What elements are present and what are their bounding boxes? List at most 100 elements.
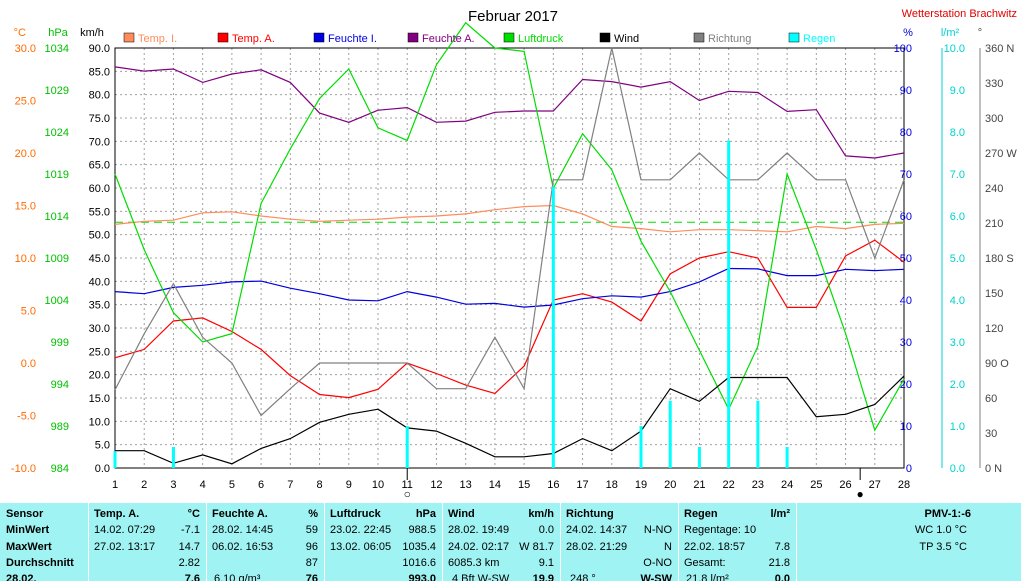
x-tick-label: 18 — [606, 479, 618, 491]
tick-label-wind: 40.0 — [89, 276, 110, 288]
x-tick-label: 11 — [402, 479, 413, 491]
pressure-max-date: 13.02. 06:05 — [330, 541, 392, 553]
tick-label-wind: 15.0 — [89, 393, 110, 405]
axis-unit-dir: ° — [978, 27, 982, 39]
temp-min: -7.1 — [181, 524, 200, 536]
pmv-windchill: WC 1.0 °C — [914, 524, 967, 536]
legend-swatch-feuchte-i — [313, 32, 325, 43]
pressure-unit: hPa — [415, 508, 436, 520]
rain-bar — [113, 451, 117, 468]
tick-label-press: 1029 — [45, 85, 69, 97]
axis-unit-press: hPa — [48, 27, 68, 39]
tick-label-press: 989 — [51, 421, 69, 433]
tick-label-wind: 45.0 — [89, 253, 110, 265]
series-line-richtung — [114, 47, 905, 417]
tick-label-temp: 30.0 — [15, 43, 36, 55]
tick-label-rain: 2.0 — [950, 379, 965, 391]
tick-label-press: 1034 — [45, 43, 69, 55]
x-tick-label: 27 — [869, 479, 881, 491]
tick-label-hum: 30 — [900, 337, 912, 349]
tick-label-wind: 75.0 — [89, 113, 110, 125]
humidity-max-date: 06.02. 16:53 — [212, 541, 274, 553]
wind-max: W 81.7 — [519, 541, 554, 553]
tick-label-wind: 90.0 — [89, 43, 110, 55]
tick-label-hum: 90 — [900, 85, 912, 97]
rain-total: 21.8 — [768, 557, 790, 569]
rain-bar — [551, 186, 555, 468]
rain-max: 7.8 — [774, 541, 790, 553]
direction-max-date: 28.02. 21:29 — [566, 541, 628, 553]
humidity-header: Feuchte A. — [212, 508, 268, 520]
temp-column: Temp. A. °C 14.02. 07:29 -7.1 27.02. 13:… — [88, 503, 207, 581]
legend-label-feuchte-a: Feuchte A. — [422, 33, 475, 45]
tick-label-wind: 85.0 — [89, 66, 110, 78]
tick-label-hum: 10 — [900, 421, 912, 433]
wind-current: 19.9 — [532, 573, 554, 581]
tick-label-temp: -10.0 — [11, 463, 36, 475]
x-marker-symbol: ● — [857, 487, 864, 500]
rain-unit: l/m² — [770, 508, 790, 520]
tick-label-dir: 150 — [985, 288, 1003, 300]
direction-header: Richtung — [566, 508, 614, 520]
wind-column: Wind km/h 28.02. 19:49 0.0 24.02. 02:17 … — [442, 503, 561, 581]
tick-label-hum: 0 — [906, 463, 912, 475]
wind-min: 0.0 — [538, 524, 554, 536]
wind-min-date: 28.02. 19:49 — [448, 524, 510, 536]
x-tick-label: 17 — [576, 479, 588, 491]
tick-label-rain: 10.0 — [944, 43, 965, 55]
x-tick-label: 4 — [200, 479, 206, 491]
tick-label-press: 984 — [51, 463, 69, 475]
wind-total-distance: 6085.3 km — [448, 557, 500, 569]
tick-label-wind: 10.0 — [89, 416, 110, 428]
temp-avg: 2.82 — [178, 557, 200, 569]
pressure-header: Luftdruck — [330, 508, 381, 520]
series-line-luftdruck — [114, 21, 905, 432]
station-name: Wetterstation Brachwitz — [902, 8, 1017, 20]
temp-unit: °C — [187, 508, 200, 520]
humidity-avg: 87 — [305, 557, 318, 569]
tick-label-hum: 80 — [900, 127, 912, 139]
pressure-max: 1035.4 — [402, 541, 436, 553]
x-tick-label: 16 — [547, 479, 559, 491]
rain-current: 0.0 — [774, 573, 790, 581]
sensor-column: Sensor MinWert MaxWert Durchschnitt 28.0… — [0, 503, 89, 581]
pmv-header: PMV-1:-6 — [924, 508, 971, 520]
tick-label-rain: 7.0 — [950, 169, 965, 181]
x-tick-label: 13 — [460, 479, 472, 491]
temp-header: Temp. A. — [94, 508, 140, 520]
tick-label-hum: 60 — [900, 211, 912, 223]
tick-label-press: 1019 — [45, 169, 69, 181]
tick-label-dir: 210 — [985, 218, 1003, 230]
series-line-wind — [115, 375, 905, 465]
x-tick-label: 8 — [316, 479, 322, 491]
rain-days: Regentage: 10 — [684, 524, 757, 536]
x-tick-label: 23 — [752, 479, 764, 491]
rain-header: Regen — [684, 508, 718, 520]
wind-avg: 9.1 — [538, 557, 554, 569]
tick-label-temp: 5.0 — [21, 306, 36, 318]
humidity-max: 96 — [305, 541, 318, 553]
x-tick-label: 10 — [372, 479, 384, 491]
x-tick-label: 21 — [693, 479, 705, 491]
tick-label-rain: 0.0 — [950, 463, 965, 475]
legend-swatch-luftdruck — [503, 32, 515, 43]
x-tick-label: 6 — [258, 479, 264, 491]
direction-degrees: 248 ° — [570, 573, 596, 581]
x-tick-label: 25 — [810, 479, 822, 491]
legend-swatch-wind — [599, 32, 611, 43]
tick-label-dir: 300 — [985, 113, 1003, 125]
pressure-current: 993.0 — [408, 573, 436, 581]
tick-label-wind: 25.0 — [89, 346, 110, 358]
x-tick-label: 12 — [430, 479, 442, 491]
x-tick-label: 7 — [287, 479, 293, 491]
tick-label-press: 999 — [51, 337, 69, 349]
tick-label-wind: 60.0 — [89, 183, 110, 195]
tick-label-temp: 20.0 — [15, 148, 36, 160]
tick-label-rain: 8.0 — [950, 127, 965, 139]
tick-label-rain: 9.0 — [950, 85, 965, 97]
tick-label-press: 1014 — [45, 211, 69, 223]
rain-column: Regen l/m² Regentage: 10 22.02. 18:57 7.… — [678, 503, 797, 581]
x-tick-label: 22 — [723, 479, 735, 491]
temp-max-date: 27.02. 13:17 — [94, 541, 156, 553]
series-line-temp-a — [114, 239, 905, 399]
